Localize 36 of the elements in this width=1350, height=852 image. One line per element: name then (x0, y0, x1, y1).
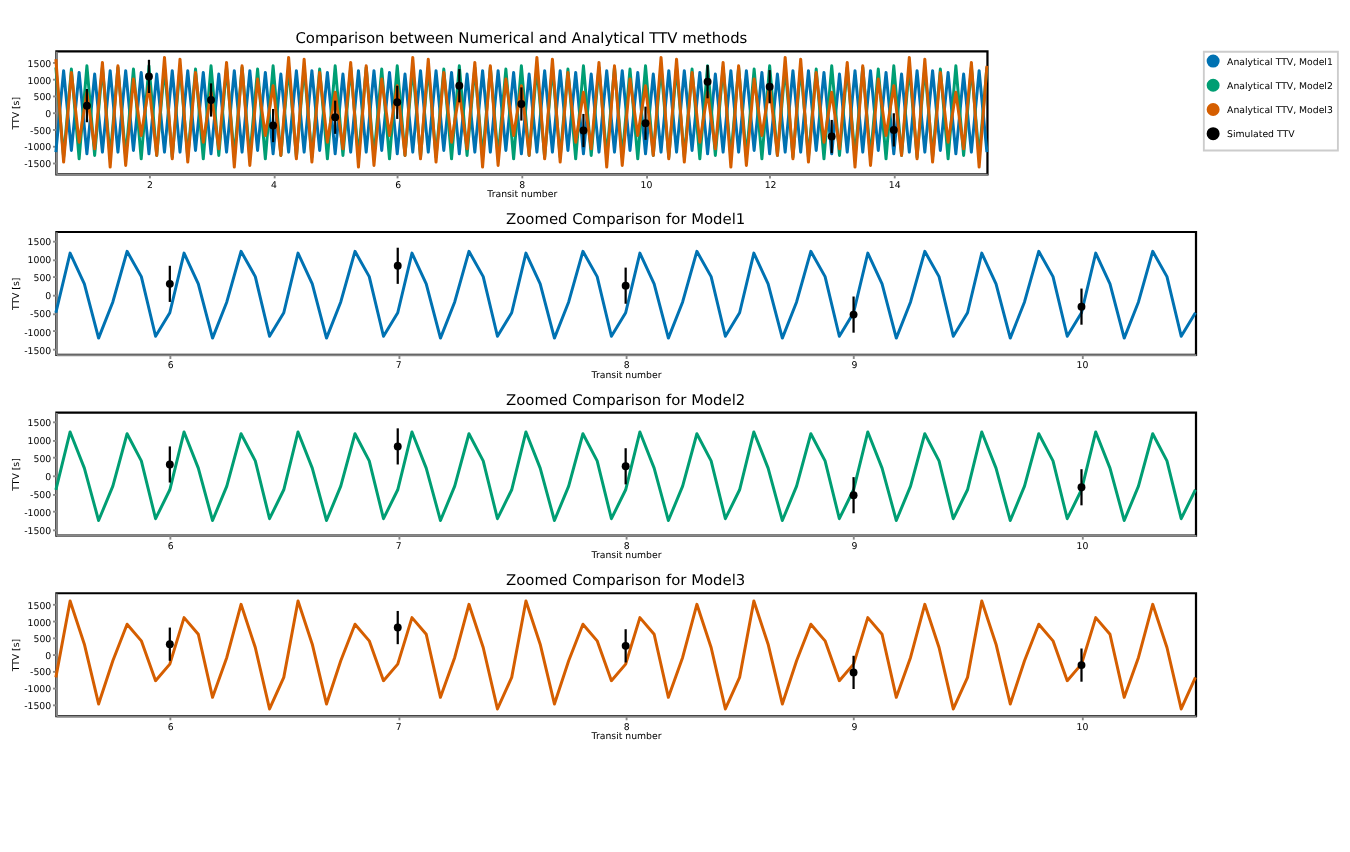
point (165, 640, 174, 649)
line-series (54, 599, 1197, 711)
point (703, 77, 712, 86)
point (82, 101, 91, 110)
point (1077, 661, 1086, 670)
point (393, 442, 402, 451)
point (621, 641, 630, 650)
point (579, 126, 588, 135)
chart-title: Zoomed Comparison for Model2 (506, 390, 746, 409)
point (827, 132, 836, 141)
point (207, 96, 215, 104)
point (517, 100, 526, 108)
point (849, 491, 858, 500)
point (393, 623, 402, 632)
point (849, 668, 858, 677)
point (1077, 483, 1086, 492)
chart-title: Comparison between Numerical and Analytical TTV methods (295, 29, 748, 48)
line-series (54, 249, 1197, 340)
point (621, 462, 630, 471)
point (269, 121, 278, 130)
point (1077, 302, 1086, 311)
point (165, 279, 174, 288)
chart-title: Zoomed Comparison for Model3 (506, 571, 746, 590)
point (889, 125, 898, 134)
point (455, 81, 464, 90)
chart-title: Zoomed Comparison for Model1 (506, 210, 746, 228)
point (641, 119, 650, 128)
point (393, 98, 402, 107)
point (165, 460, 174, 469)
point (765, 82, 774, 91)
point (393, 261, 402, 270)
point (331, 113, 340, 122)
point (145, 72, 153, 81)
point (621, 281, 630, 290)
line-series (54, 430, 1197, 522)
point (849, 310, 858, 319)
